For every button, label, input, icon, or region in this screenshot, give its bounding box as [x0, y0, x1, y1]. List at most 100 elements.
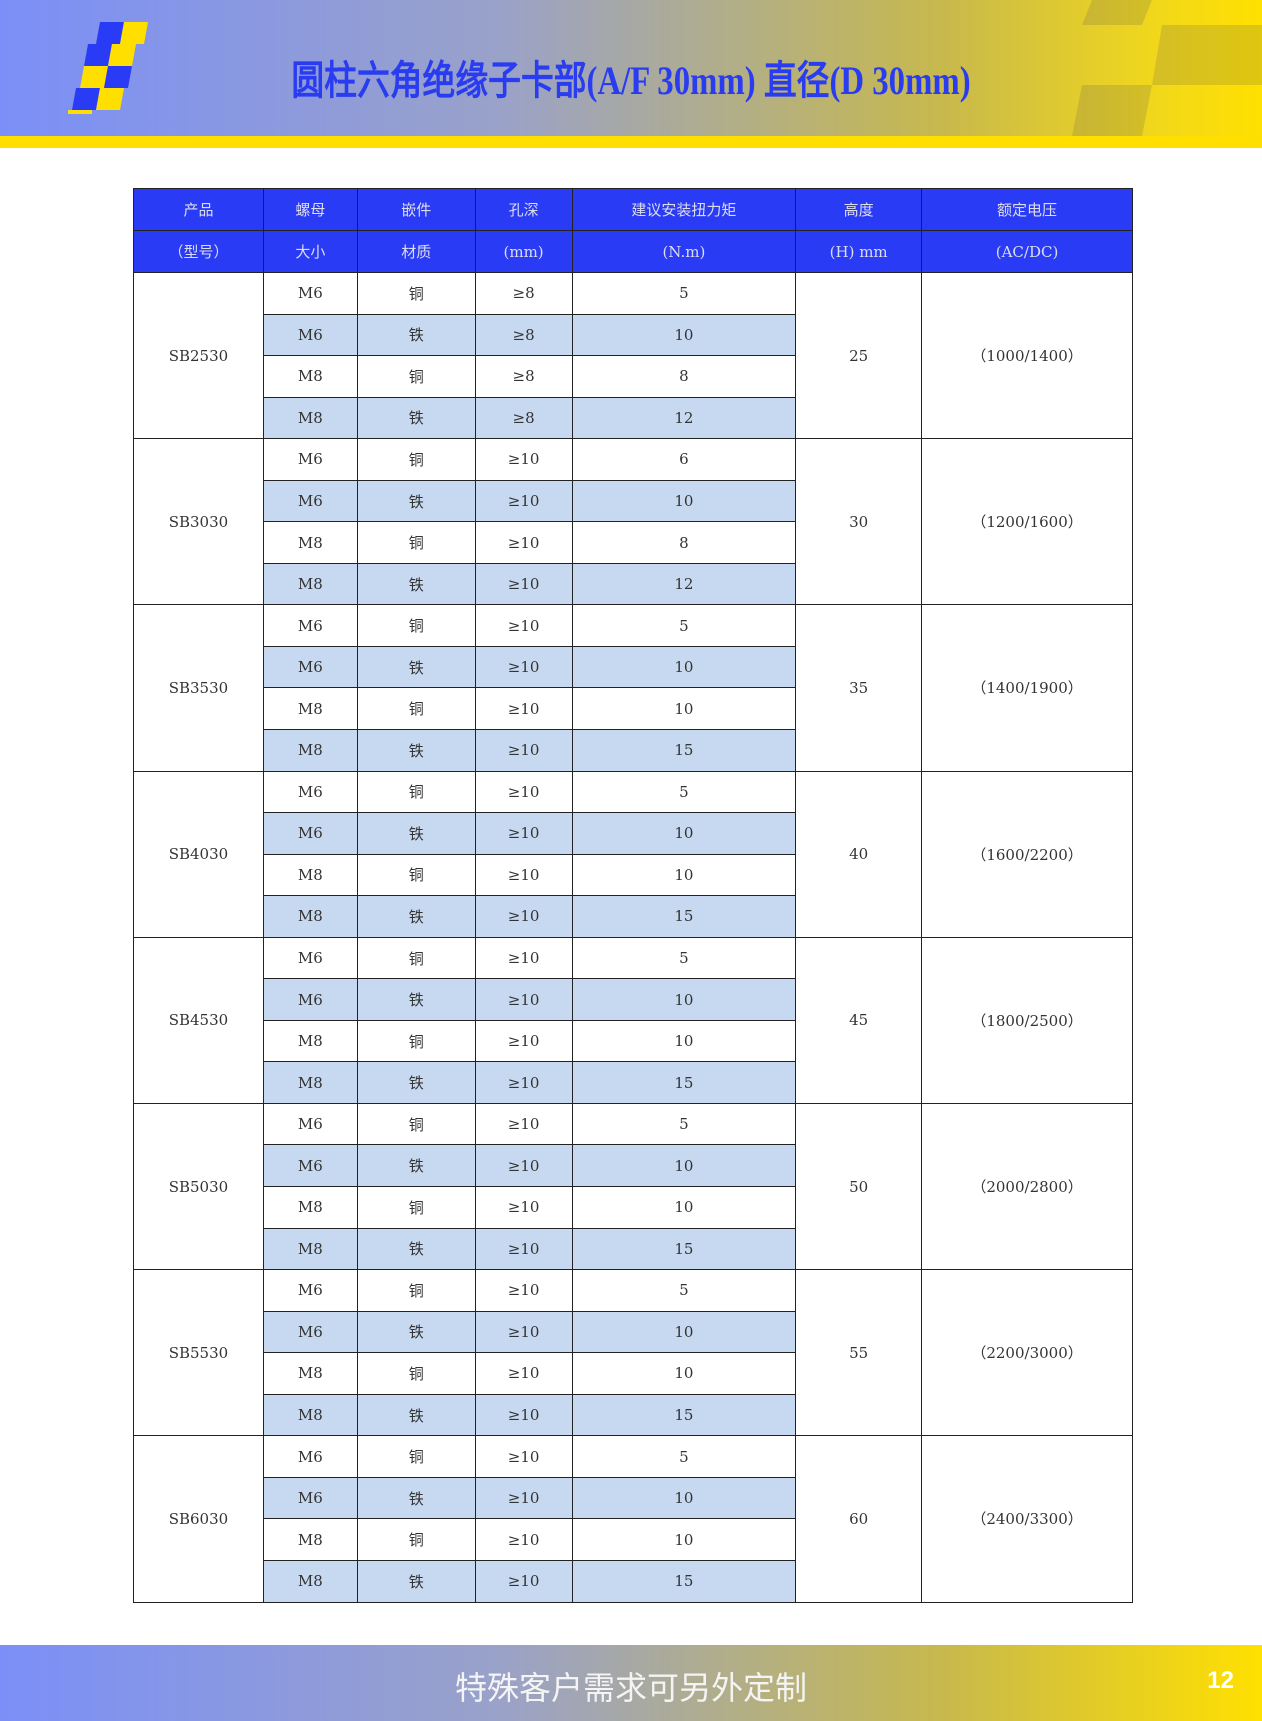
table-row: M8 铁 ≥10 15: [134, 1227, 1133, 1271]
torque-cell: 15: [571, 1227, 797, 1271]
model-cell: SB4030: [133, 770, 264, 938]
table-row: M8 铜 ≥10 10: [134, 853, 1133, 897]
insert-material-cell: 铜: [356, 1435, 476, 1478]
torque-cell: 6: [571, 438, 797, 481]
insert-material-cell: 铁: [356, 812, 476, 855]
hole-depth-cell: ≥10: [474, 1061, 573, 1104]
table-row: M8 铜 ≥10 10: [134, 1518, 1133, 1561]
header-voltage: 额定电压: [921, 188, 1133, 231]
nut-size-cell: M8: [262, 1061, 358, 1104]
nut-size-cell: M8: [262, 687, 358, 731]
hole-depth-cell: ≥8: [474, 396, 573, 440]
torque-cell: 8: [571, 521, 797, 564]
nut-size-cell: M6: [262, 812, 358, 855]
voltage-cell: （1600/2200）: [921, 770, 1133, 938]
insert-material-cell: 铁: [356, 645, 476, 689]
hole-depth-cell: ≥10: [474, 1435, 573, 1478]
header-nut-size: 大小: [262, 230, 358, 273]
insert-material-cell: 铁: [356, 895, 476, 938]
insert-material-cell: 铜: [356, 272, 476, 315]
header-product: 产品: [133, 188, 264, 231]
height-cell: 35: [795, 604, 923, 772]
torque-cell: 5: [571, 1102, 797, 1146]
torque-cell: 10: [571, 978, 797, 1021]
nut-size-cell: M8: [262, 1559, 358, 1603]
table-row: M8 铁 ≥10 15: [134, 1061, 1133, 1104]
insert-material-cell: 铜: [356, 1186, 476, 1229]
table-row: M6 铁 ≥8 10: [134, 313, 1133, 357]
torque-cell: 12: [571, 396, 797, 440]
nut-size-cell: M8: [262, 1227, 358, 1271]
nut-size-cell: M8: [262, 521, 358, 564]
torque-cell: 10: [571, 853, 797, 897]
insert-material-cell: 铜: [356, 355, 476, 398]
height-cell: 60: [795, 1435, 923, 1603]
header-hole-depth: (mm): [474, 230, 573, 273]
model-cell: SB3030: [133, 438, 264, 606]
hole-depth-cell: ≥10: [474, 936, 573, 980]
table-row: M8 铜 ≥8 8: [134, 355, 1133, 398]
header-height: (H) mm: [795, 230, 923, 273]
hole-depth-cell: ≥10: [474, 687, 573, 731]
insert-material-cell: 铜: [356, 853, 476, 897]
nut-size-cell: M8: [262, 1518, 358, 1561]
model-cell: SB2530: [133, 271, 264, 440]
nut-size-cell: M8: [262, 355, 358, 398]
nut-size-cell: M6: [262, 479, 358, 523]
table-row: SB5530 M6 铜 ≥10 5 55 （2200/3000）: [133, 1269, 1133, 1437]
table-row: SB3030 M6 铜 ≥10 6 30 （1200/1600）: [133, 438, 1133, 606]
model-cell: SB5030: [133, 1102, 264, 1271]
table-row: M6 铁 ≥10 10: [134, 1310, 1133, 1354]
table-row: M8 铁 ≥10 15: [134, 729, 1133, 772]
header-torque: 建议安装扭力矩: [571, 188, 797, 231]
height-cell: 25: [795, 271, 923, 440]
table-row: M8 铁 ≥10 12: [134, 562, 1133, 606]
insert-material-cell: 铜: [356, 1102, 476, 1146]
torque-cell: 8: [571, 355, 797, 398]
nut-size-cell: M8: [262, 1186, 358, 1229]
voltage-cell: （2000/2800）: [921, 1102, 1133, 1271]
header-row-1: 产品 螺母 嵌件 孔深 建议安装扭力矩 高度 额定电压: [133, 188, 1133, 231]
spec-table: 产品 螺母 嵌件 孔深 建议安装扭力矩 高度 额定电压 （型号） 大小 材质 (mm) (N.m)(…: [133, 188, 1133, 1603]
insert-material-cell: 铁: [356, 1144, 476, 1188]
nut-size-cell: M8: [262, 1019, 358, 1063]
hole-depth-cell: ≥10: [474, 770, 573, 814]
hole-depth-cell: ≥10: [474, 1186, 573, 1229]
torque-cell: 15: [571, 1061, 797, 1104]
nut-size-cell: M6: [262, 313, 358, 357]
header-insert-material: 嵌件: [356, 188, 476, 231]
hole-depth-cell: ≥10: [474, 1144, 573, 1188]
voltage-cell: （2200/3000）: [921, 1269, 1133, 1437]
nut-size-cell: M8: [262, 396, 358, 440]
insert-material-cell: 铜: [356, 604, 476, 647]
hole-depth-cell: ≥10: [474, 1310, 573, 1354]
height-cell: 40: [795, 770, 923, 938]
hole-depth-cell: ≥8: [474, 313, 573, 357]
model-cell: SB3530: [133, 604, 264, 772]
torque-cell: 15: [571, 729, 797, 772]
header-torque: (N.m): [571, 230, 797, 273]
table-row: SB6030 M6 铜 ≥10 5 60 （2400/3300）: [133, 1435, 1133, 1603]
torque-cell: 10: [571, 1186, 797, 1229]
hole-depth-cell: ≥10: [474, 1393, 573, 1437]
nut-size-cell: M6: [262, 645, 358, 689]
voltage-cell: （1000/1400）: [921, 271, 1133, 440]
hole-depth-cell: ≥10: [474, 645, 573, 689]
page-number: 12: [1207, 1667, 1234, 1694]
height-cell: 55: [795, 1269, 923, 1437]
torque-cell: 10: [571, 1144, 797, 1188]
height-cell: 45: [795, 936, 923, 1104]
nut-size-cell: M6: [262, 272, 358, 315]
hole-depth-cell: ≥8: [474, 355, 573, 398]
insert-material-cell: 铁: [356, 1061, 476, 1104]
header-stripe: [0, 136, 1262, 148]
table-row: M6 铁 ≥10 10: [134, 812, 1133, 855]
hole-depth-cell: ≥10: [474, 479, 573, 523]
hole-depth-cell: ≥10: [474, 1019, 573, 1063]
torque-cell: 15: [571, 1393, 797, 1437]
table-row: M8 铜 ≥10 10: [134, 1019, 1133, 1063]
hole-depth-cell: ≥10: [474, 562, 573, 606]
hole-depth-cell: ≥10: [474, 438, 573, 481]
insert-material-cell: 铁: [356, 1310, 476, 1354]
torque-cell: 10: [571, 479, 797, 523]
